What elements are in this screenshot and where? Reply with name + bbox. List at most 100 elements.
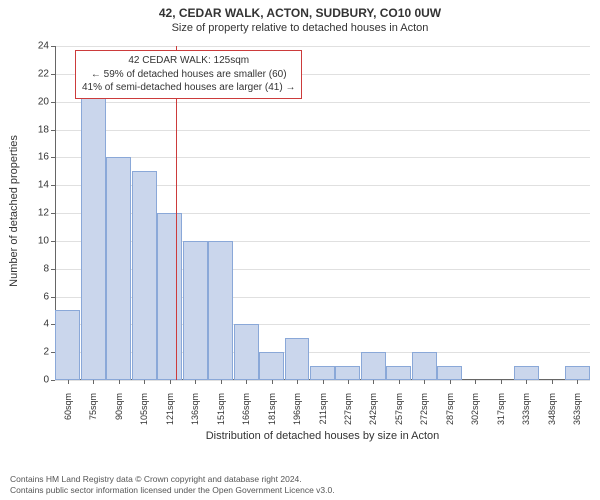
x-tick-label: 121sqm xyxy=(165,393,175,437)
bar xyxy=(386,366,411,380)
y-tick-label: 24 xyxy=(31,41,49,52)
x-tick-label: 227sqm xyxy=(343,393,353,437)
bar xyxy=(361,352,386,380)
x-tick-mark xyxy=(450,380,451,384)
x-tick-label: 302sqm xyxy=(470,393,480,437)
x-tick-label: 166sqm xyxy=(241,393,251,437)
x-tick-mark xyxy=(526,380,527,384)
x-tick-mark xyxy=(348,380,349,384)
x-tick-label: 272sqm xyxy=(419,393,429,437)
bar xyxy=(157,213,182,380)
y-tick-mark xyxy=(51,102,55,103)
x-tick-mark xyxy=(475,380,476,384)
x-tick-label: 181sqm xyxy=(267,393,277,437)
x-tick-label: 90sqm xyxy=(114,393,124,437)
grid-line xyxy=(55,130,590,131)
y-tick-label: 10 xyxy=(31,235,49,246)
bar xyxy=(132,171,157,380)
y-tick-mark xyxy=(51,130,55,131)
x-tick-label: 211sqm xyxy=(318,393,328,437)
chart-container: Number of detached properties 42 CEDAR W… xyxy=(0,36,600,450)
x-tick-mark xyxy=(501,380,502,384)
x-tick-label: 363sqm xyxy=(572,393,582,437)
x-tick-label: 60sqm xyxy=(63,393,73,437)
y-tick-label: 22 xyxy=(31,68,49,79)
bar xyxy=(55,310,80,380)
x-tick-label: 242sqm xyxy=(368,393,378,437)
annotation-line3: 41% of semi-detached houses are larger (… xyxy=(82,81,295,95)
x-tick-mark xyxy=(577,380,578,384)
y-tick-label: 8 xyxy=(31,263,49,274)
y-tick-mark xyxy=(51,352,55,353)
y-tick-mark xyxy=(51,297,55,298)
bar xyxy=(437,366,462,380)
bar xyxy=(208,241,233,380)
bar xyxy=(565,366,590,380)
annotation-line1: 42 CEDAR WALK: 125sqm xyxy=(82,54,295,68)
y-tick-mark xyxy=(51,157,55,158)
footer-attribution: Contains HM Land Registry data © Crown c… xyxy=(10,474,335,496)
y-tick-mark xyxy=(51,74,55,75)
x-tick-label: 348sqm xyxy=(547,393,557,437)
bar xyxy=(106,157,131,380)
footer-line1: Contains HM Land Registry data © Crown c… xyxy=(10,474,335,485)
x-tick-mark xyxy=(195,380,196,384)
bar xyxy=(234,324,259,380)
x-tick-label: 105sqm xyxy=(139,393,149,437)
y-tick-mark xyxy=(51,46,55,47)
bar xyxy=(514,366,539,380)
x-tick-mark xyxy=(552,380,553,384)
x-tick-label: 257sqm xyxy=(394,393,404,437)
footer-line2: Contains public sector information licen… xyxy=(10,485,335,496)
y-tick-mark xyxy=(51,213,55,214)
y-tick-label: 12 xyxy=(31,208,49,219)
y-tick-mark xyxy=(51,324,55,325)
y-tick-label: 20 xyxy=(31,96,49,107)
y-axis-label: Number of detached properties xyxy=(8,131,20,291)
x-tick-label: 317sqm xyxy=(496,393,506,437)
grid-line xyxy=(55,46,590,47)
plot-area: 42 CEDAR WALK: 125sqm← 59% of detached h… xyxy=(55,46,590,380)
x-tick-mark xyxy=(170,380,171,384)
x-tick-mark xyxy=(297,380,298,384)
bar xyxy=(335,366,360,380)
x-tick-mark xyxy=(323,380,324,384)
x-tick-mark xyxy=(399,380,400,384)
chart-subtitle: Size of property relative to detached ho… xyxy=(0,20,600,34)
bar xyxy=(259,352,284,380)
bar xyxy=(183,241,208,380)
x-tick-mark xyxy=(221,380,222,384)
x-tick-label: 287sqm xyxy=(445,393,455,437)
bar xyxy=(310,366,335,380)
y-tick-mark xyxy=(51,241,55,242)
y-tick-label: 6 xyxy=(31,291,49,302)
y-tick-label: 18 xyxy=(31,124,49,135)
x-tick-mark xyxy=(424,380,425,384)
y-tick-label: 0 xyxy=(31,375,49,386)
x-tick-mark xyxy=(119,380,120,384)
y-tick-label: 16 xyxy=(31,152,49,163)
x-tick-label: 75sqm xyxy=(88,393,98,437)
x-tick-label: 333sqm xyxy=(521,393,531,437)
x-tick-label: 136sqm xyxy=(190,393,200,437)
bar xyxy=(285,338,310,380)
x-tick-label: 196sqm xyxy=(292,393,302,437)
x-tick-mark xyxy=(93,380,94,384)
y-tick-mark xyxy=(51,380,55,381)
bar xyxy=(81,88,106,380)
bar xyxy=(412,352,437,380)
y-tick-mark xyxy=(51,185,55,186)
x-tick-mark xyxy=(246,380,247,384)
y-tick-mark xyxy=(51,269,55,270)
annotation-line2: ← 59% of detached houses are smaller (60… xyxy=(82,68,295,82)
y-tick-label: 4 xyxy=(31,319,49,330)
x-tick-mark xyxy=(68,380,69,384)
x-tick-mark xyxy=(373,380,374,384)
y-tick-label: 14 xyxy=(31,180,49,191)
y-tick-label: 2 xyxy=(31,347,49,358)
x-tick-mark xyxy=(144,380,145,384)
x-tick-label: 151sqm xyxy=(216,393,226,437)
annotation-box: 42 CEDAR WALK: 125sqm← 59% of detached h… xyxy=(75,50,302,99)
x-tick-mark xyxy=(272,380,273,384)
grid-line xyxy=(55,102,590,103)
